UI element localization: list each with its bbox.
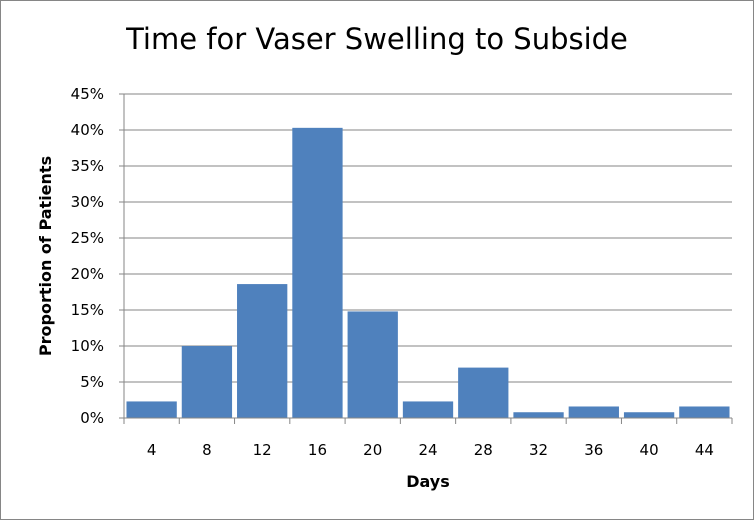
x-tick-label: 24 xyxy=(418,441,437,459)
y-axis-title: Proportion of Patients xyxy=(36,156,55,356)
bars xyxy=(126,127,730,418)
x-tick-label: 16 xyxy=(308,441,327,459)
y-tick-label: 35% xyxy=(71,157,104,175)
y-tick-label: 40% xyxy=(71,121,104,139)
x-tick-label: 28 xyxy=(474,441,493,459)
bar-4 xyxy=(126,401,177,418)
y-tick-labels: 0% 5% 10% 15% 20% 25% 30% 35% 40% 45% xyxy=(71,85,104,427)
y-tick-label: 30% xyxy=(71,193,104,211)
bar-24 xyxy=(402,401,454,418)
axes xyxy=(123,94,732,419)
x-tick-label: 4 xyxy=(147,441,157,459)
y-tick-label: 10% xyxy=(71,337,104,355)
x-tick-label: 36 xyxy=(584,441,603,459)
bar-12 xyxy=(237,284,288,418)
x-tick-label: 12 xyxy=(253,441,272,459)
bar-28 xyxy=(458,367,509,418)
bar-16 xyxy=(292,127,343,418)
x-axis-title: Days xyxy=(406,472,450,491)
y-tick-label: 15% xyxy=(71,301,104,319)
bar-32 xyxy=(513,412,564,418)
y-tick-label: 5% xyxy=(80,373,104,391)
y-tick-label: 0% xyxy=(80,409,104,427)
y-tick-label: 45% xyxy=(71,85,104,103)
x-tick-label: 20 xyxy=(363,441,382,459)
bar-44 xyxy=(679,406,730,418)
x-tick-label: 40 xyxy=(640,441,659,459)
gridlines xyxy=(119,93,733,424)
chart-title: Time for Vaser Swelling to Subside xyxy=(126,22,628,56)
y-tick-label: 25% xyxy=(71,229,104,247)
bar-36 xyxy=(568,406,619,418)
bar-40 xyxy=(623,412,675,418)
x-tick-label: 44 xyxy=(695,441,714,459)
y-tick-label: 20% xyxy=(71,265,104,283)
bar-20 xyxy=(347,311,398,418)
x-tick-labels: 4 8 12 16 20 24 28 32 36 40 44 xyxy=(147,441,714,459)
x-tick-label: 32 xyxy=(529,441,548,459)
x-tick-label: 8 xyxy=(202,441,212,459)
bar-8 xyxy=(181,346,233,418)
